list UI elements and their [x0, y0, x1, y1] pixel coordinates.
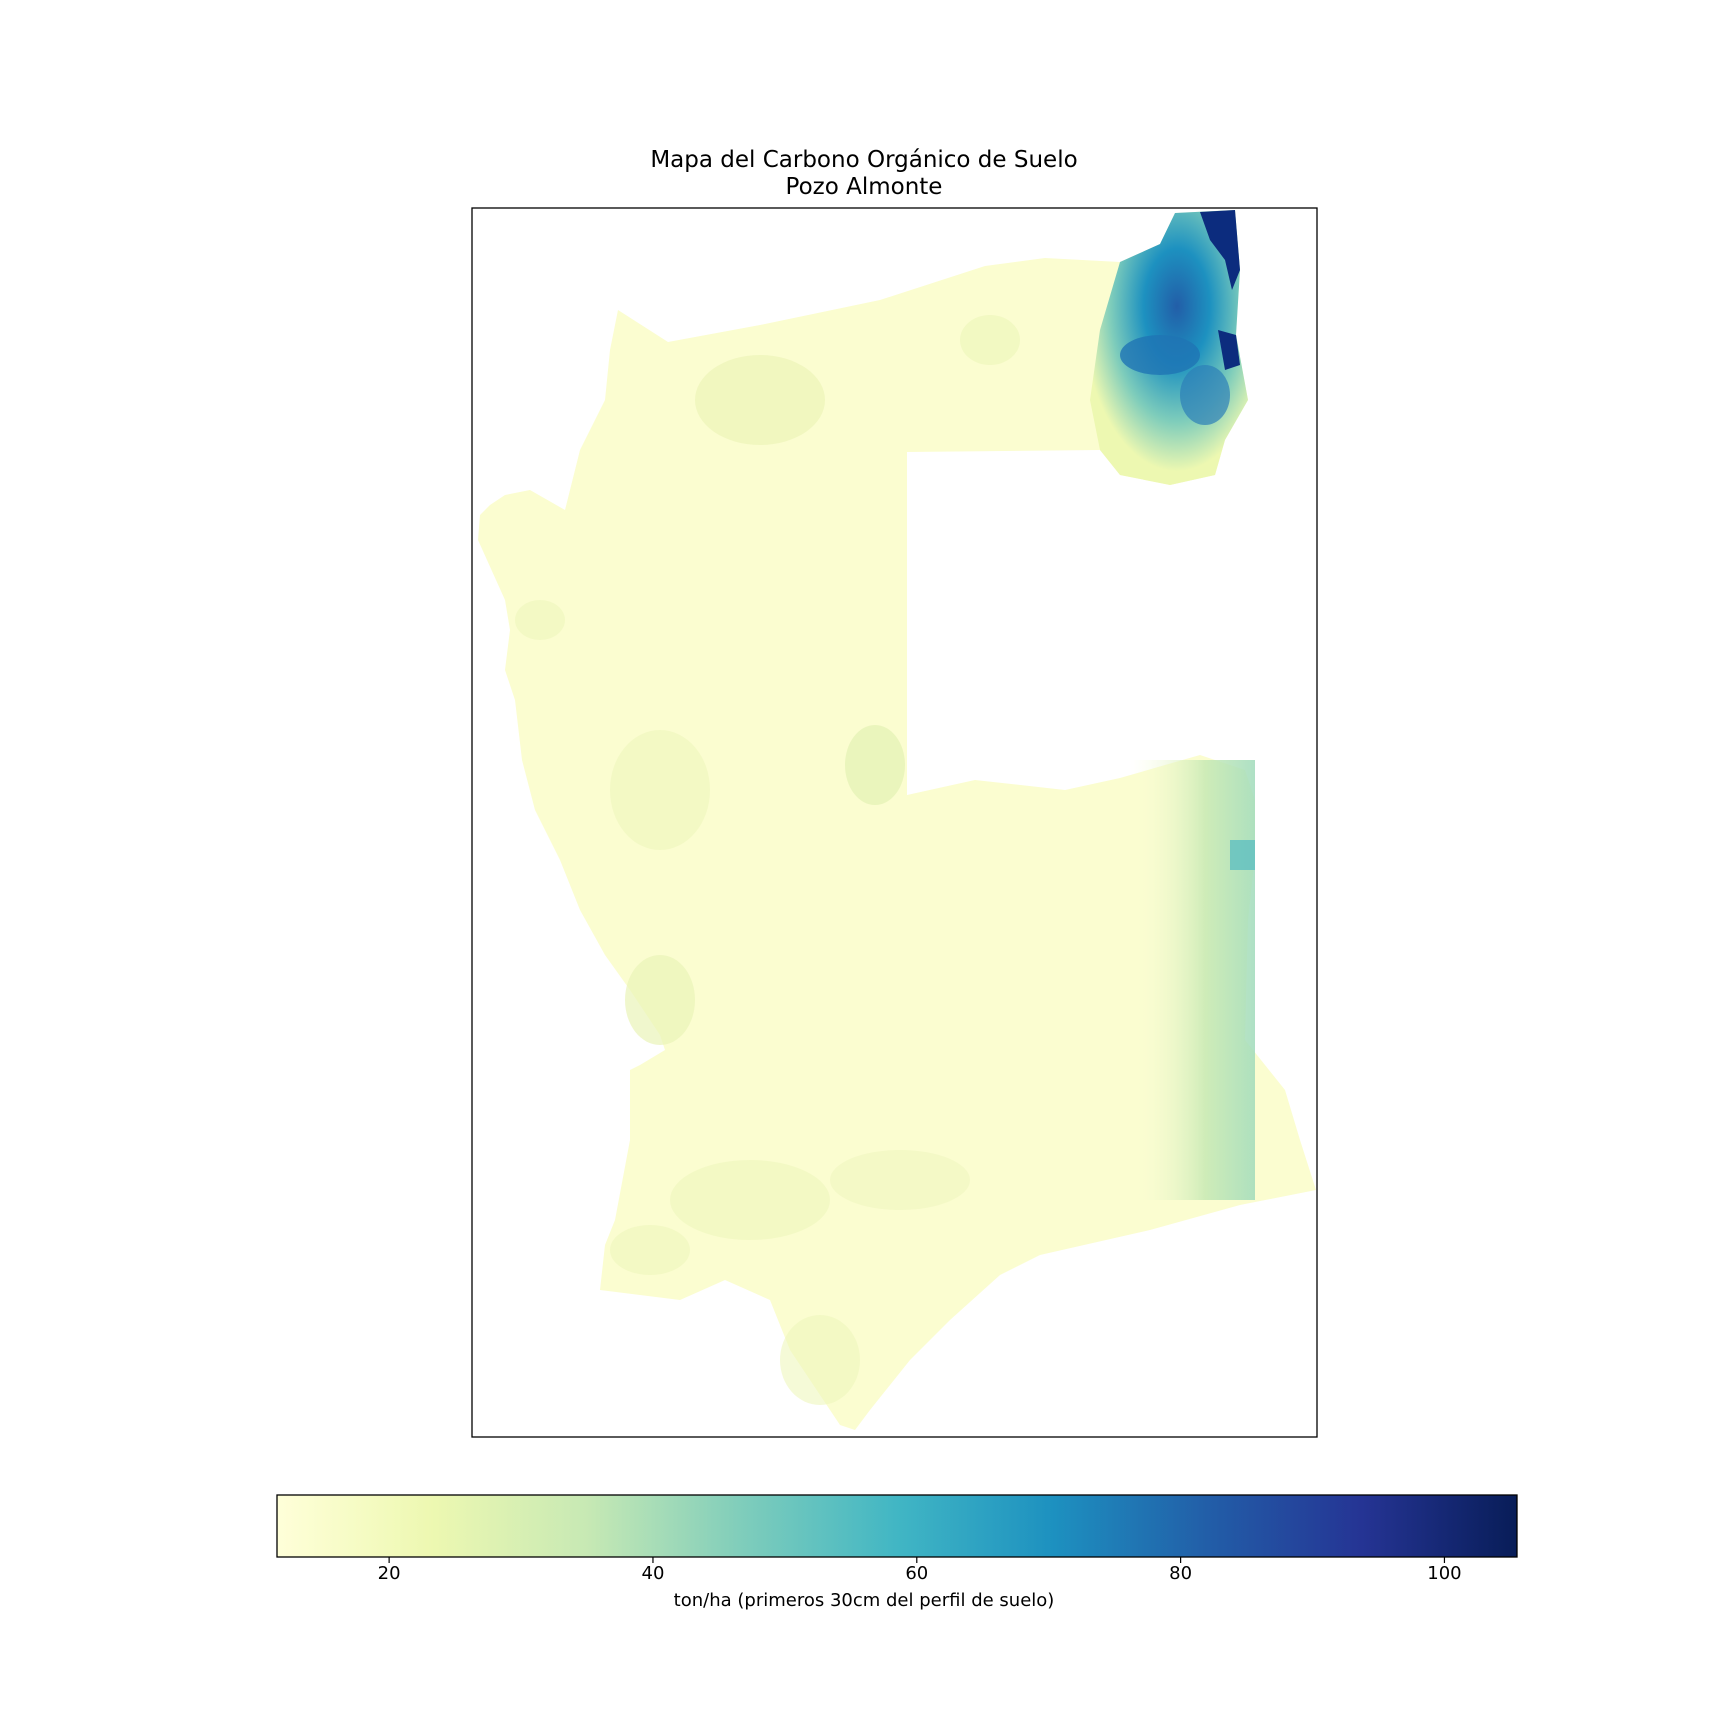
- colorbar-bar: [276, 1494, 1518, 1558]
- map-title-line-2: Pozo Almonte: [785, 174, 943, 200]
- colorbar-tick-label: 80: [1169, 1563, 1193, 1584]
- colorbar-tick-label: 60: [905, 1563, 929, 1584]
- colorbar-tick-label: 100: [1427, 1563, 1462, 1584]
- colorbar-label: ton/ha (primeros 30cm del perfil de suel…: [673, 1590, 1055, 1611]
- colorbar-tick-label: 40: [641, 1563, 665, 1584]
- map-title-line-1: Mapa del Carbono Orgánico de Suelo: [650, 147, 1078, 173]
- soil-carbon-raster: [478, 210, 1316, 1430]
- colorbar-ticks: [388, 1557, 1446, 1563]
- commune-shape: [478, 210, 1316, 1430]
- colorbar: [276, 1494, 1518, 1563]
- colorbar-tick-label: 20: [377, 1563, 401, 1584]
